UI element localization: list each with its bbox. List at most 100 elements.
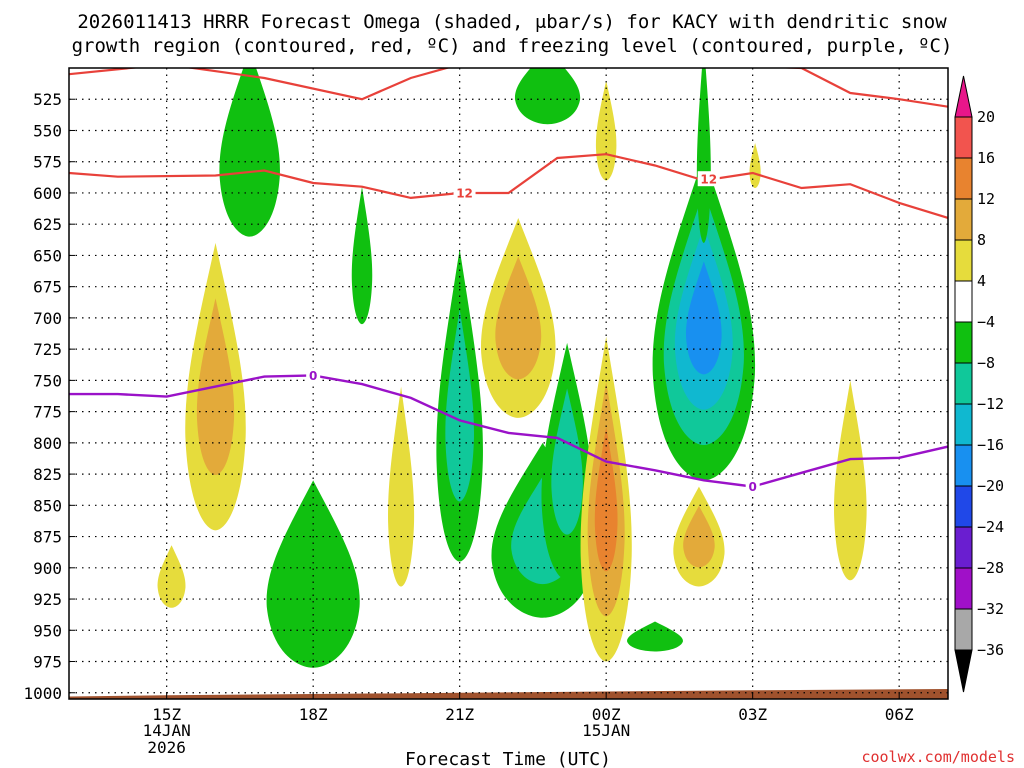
colorbar-bin-9 xyxy=(954,485,973,528)
dgz-contour-label-1: 12 xyxy=(700,173,717,187)
omega-cell-green-18z-low xyxy=(266,480,360,668)
y-tick-label-650: 650 xyxy=(33,246,62,265)
y-tick-label-700: 700 xyxy=(33,309,62,328)
omega-cell-green-02z-top xyxy=(696,68,711,243)
colorbar-label-7: −12 xyxy=(977,395,1004,413)
omega-level--10 xyxy=(551,388,583,535)
x-tick-label-00Z: 00Z xyxy=(592,705,621,724)
y-tick-label-600: 600 xyxy=(33,184,62,203)
colorbar-bin-12 xyxy=(954,608,973,651)
y-tick-label-525: 525 xyxy=(33,90,62,109)
colorbar-bin-2 xyxy=(954,198,973,241)
omega-level-10 xyxy=(683,505,715,568)
colorbar-label-4: 4 xyxy=(977,272,986,290)
freezing-label-bg-1 xyxy=(745,478,760,494)
omega-cell-green-23z-top xyxy=(515,68,581,125)
omega-level-6 xyxy=(157,545,186,608)
omega-cell-green-02z-column xyxy=(652,155,756,481)
ground-layer xyxy=(69,689,948,699)
chart-title-line2: growth region (contoured, red, ºC) and f… xyxy=(72,35,953,57)
omega-level-6 xyxy=(749,142,761,188)
chart-title-line1: 2026011413 HRRR Forecast Omega (shaded, … xyxy=(77,11,947,33)
colorbar-label-0: 20 xyxy=(977,108,995,126)
colorbar-bin-1 xyxy=(954,157,973,200)
colorbar-label-2: 12 xyxy=(977,190,995,208)
freezing-level-contour xyxy=(69,374,948,488)
colorbar: 20 16 12 8 4 −4 −8 −12 −16 −20 −24 −28 −32 −36 xyxy=(954,75,1004,693)
colorbar-bin-3 xyxy=(954,239,973,282)
y-tick-label-550: 550 xyxy=(33,121,62,140)
y-tick-label-675: 675 xyxy=(33,278,62,297)
dgz-contour-label-0: 12 xyxy=(456,186,473,200)
dgz-lower-contour xyxy=(69,153,948,219)
omega-cell-yellow-05z-low xyxy=(834,380,867,581)
dgz-label-bg-0 xyxy=(453,184,476,200)
colorbar-label-10: −24 xyxy=(977,518,1004,536)
colorbar-label-3: 8 xyxy=(977,231,986,249)
colorbar-label-13: −36 xyxy=(977,641,1004,659)
x-tick-label-15Z: 15Z xyxy=(152,705,181,724)
y-tick-label-900: 900 xyxy=(33,559,62,578)
omega-level--6 xyxy=(696,68,711,243)
dgz-label-bg-1 xyxy=(697,171,720,187)
colorbar-label-8: −16 xyxy=(977,436,1004,454)
omega-level--10 xyxy=(445,309,474,502)
ground-surface xyxy=(69,689,948,699)
x-tick-date-00Z: 15JAN xyxy=(582,721,630,740)
colorbar-bin-5 xyxy=(954,321,973,364)
x-tick-label-03Z: 03Z xyxy=(738,705,767,724)
freezing-contour-label-1: 0 xyxy=(748,480,756,494)
omega-shading xyxy=(157,68,867,668)
colorbar-label-9: −20 xyxy=(977,477,1004,495)
colorbar-bin-11 xyxy=(954,567,973,610)
omega-cell-yellow-02z-low xyxy=(673,486,725,587)
omega-level--6 xyxy=(515,68,581,125)
omega-cell-yellow-00z-low xyxy=(580,336,632,662)
y-tick-label-750: 750 xyxy=(33,371,62,390)
colorbar-top-arrow xyxy=(954,75,973,118)
credit-text: coolwx.com/models xyxy=(861,748,1015,766)
omega-cell-green-23z-mid xyxy=(541,342,593,581)
colorbar-label-5: −4 xyxy=(977,313,995,331)
x-tick-date-15Z: 14JAN xyxy=(143,721,191,740)
y-tick-label-775: 775 xyxy=(33,403,62,422)
omega-level--18 xyxy=(686,261,722,375)
colorbar-bin-0 xyxy=(954,116,973,159)
y-tick-label-975: 975 xyxy=(33,653,62,672)
omega-level--6 xyxy=(266,480,360,668)
y-tick-label-825: 825 xyxy=(33,465,62,484)
x-tick-label-21Z: 21Z xyxy=(445,705,474,724)
colorbar-bottom-arrow xyxy=(954,649,973,693)
omega-cell-yellow-15z-low xyxy=(157,545,186,608)
x-tick-label-06Z: 06Z xyxy=(885,705,914,724)
colorbar-label-1: 16 xyxy=(977,149,995,167)
omega-level--6 xyxy=(219,68,280,237)
colorbar-label-11: −28 xyxy=(977,559,1004,577)
y-tick-label-800: 800 xyxy=(33,434,62,453)
colorbar-bin-8 xyxy=(954,444,973,487)
plot-frame xyxy=(68,67,949,700)
omega-level-6 xyxy=(834,380,867,581)
y-axis: 525 550 575 600 625 650 675 700 725 750 775 800 825 8… xyxy=(23,90,75,703)
colorbar-bin-4 xyxy=(954,280,973,323)
y-tick-label-725: 725 xyxy=(33,340,62,359)
x-axis-label: Forecast Time (UTC) xyxy=(405,749,611,768)
omega-cell-green-21z-column xyxy=(436,249,483,562)
temperature-contours: 12 12 0 0 xyxy=(69,68,948,494)
y-tick-label-575: 575 xyxy=(33,153,62,172)
colorbar-bin-6 xyxy=(954,362,973,405)
x-tick-year-15Z: 2026 xyxy=(147,738,186,757)
y-tick-label-875: 875 xyxy=(33,528,62,547)
omega-cell-yellow-03z-upper xyxy=(749,142,761,188)
dgz-upper-contour xyxy=(69,68,948,108)
omega-cell-green-01z-bottom xyxy=(627,621,683,652)
y-tick-label-625: 625 xyxy=(33,215,62,234)
y-tick-label-925: 925 xyxy=(33,590,62,609)
y-tick-label-1000: 1000 xyxy=(23,684,62,703)
omega-level--6 xyxy=(627,621,683,652)
y-tick-label-950: 950 xyxy=(33,621,62,640)
colorbar-label-6: −8 xyxy=(977,354,995,372)
omega-cell-green-15z-upper xyxy=(219,68,280,237)
